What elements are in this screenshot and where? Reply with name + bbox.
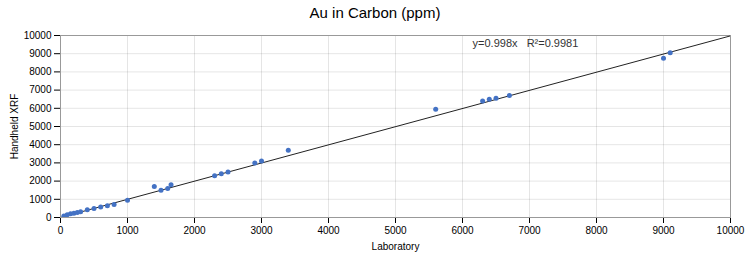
svg-text:y=0.998x R²=0.9981: y=0.998x R²=0.9981: [473, 37, 579, 49]
svg-text:2000: 2000: [183, 225, 206, 236]
svg-text:9000: 9000: [652, 225, 675, 236]
svg-text:0: 0: [58, 225, 64, 236]
svg-text:8000: 8000: [29, 66, 52, 77]
svg-text:4000: 4000: [317, 225, 340, 236]
svg-text:Laboratory: Laboratory: [372, 241, 420, 252]
svg-text:9000: 9000: [29, 48, 52, 59]
html-text:Au in Carbon (ppm): Au in Carbon (ppm): [309, 4, 441, 21]
svg-text:7000: 7000: [518, 225, 541, 236]
svg-text:3000: 3000: [250, 225, 273, 236]
svg-text:2000: 2000: [29, 175, 52, 186]
svg-text:5000: 5000: [384, 225, 407, 236]
svg-text:6000: 6000: [29, 103, 52, 114]
svg-text:0: 0: [46, 212, 52, 223]
svg-text:7000: 7000: [29, 84, 52, 95]
svg-text:10000: 10000: [24, 30, 52, 41]
svg-text:3000: 3000: [29, 157, 52, 168]
svg-text:1000: 1000: [29, 194, 52, 205]
svg-text:Handheld XRF: Handheld XRF: [9, 94, 20, 160]
svg-text:6000: 6000: [451, 225, 474, 236]
svg-text:5000: 5000: [29, 121, 52, 132]
svg-text:1000: 1000: [116, 225, 139, 236]
svg-text:10000: 10000: [717, 225, 745, 236]
svg-text:8000: 8000: [585, 225, 608, 236]
svg-text:4000: 4000: [29, 139, 52, 150]
